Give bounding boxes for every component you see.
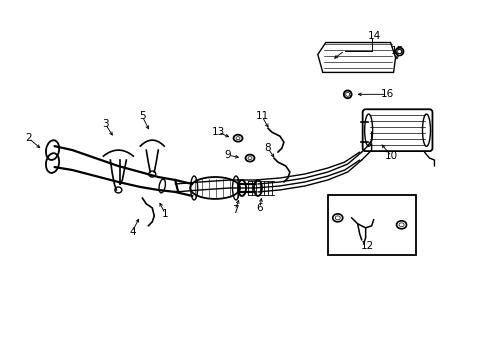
Text: 7: 7	[231, 205, 238, 215]
Text: 16: 16	[380, 89, 393, 99]
Text: 15: 15	[390, 45, 404, 55]
Text: 9: 9	[224, 150, 231, 160]
Text: 5: 5	[139, 111, 145, 121]
Text: 10: 10	[384, 151, 397, 161]
Text: 1: 1	[162, 209, 168, 219]
Text: 13: 13	[211, 127, 224, 137]
Text: 8: 8	[264, 143, 271, 153]
Text: 4: 4	[129, 227, 135, 237]
Text: 14: 14	[367, 31, 381, 41]
Text: 3: 3	[102, 119, 108, 129]
Text: 12: 12	[360, 241, 373, 251]
Text: 2: 2	[25, 133, 32, 143]
Bar	[327, 195, 415, 255]
Text: 6: 6	[256, 203, 263, 213]
Text: 11: 11	[255, 111, 268, 121]
